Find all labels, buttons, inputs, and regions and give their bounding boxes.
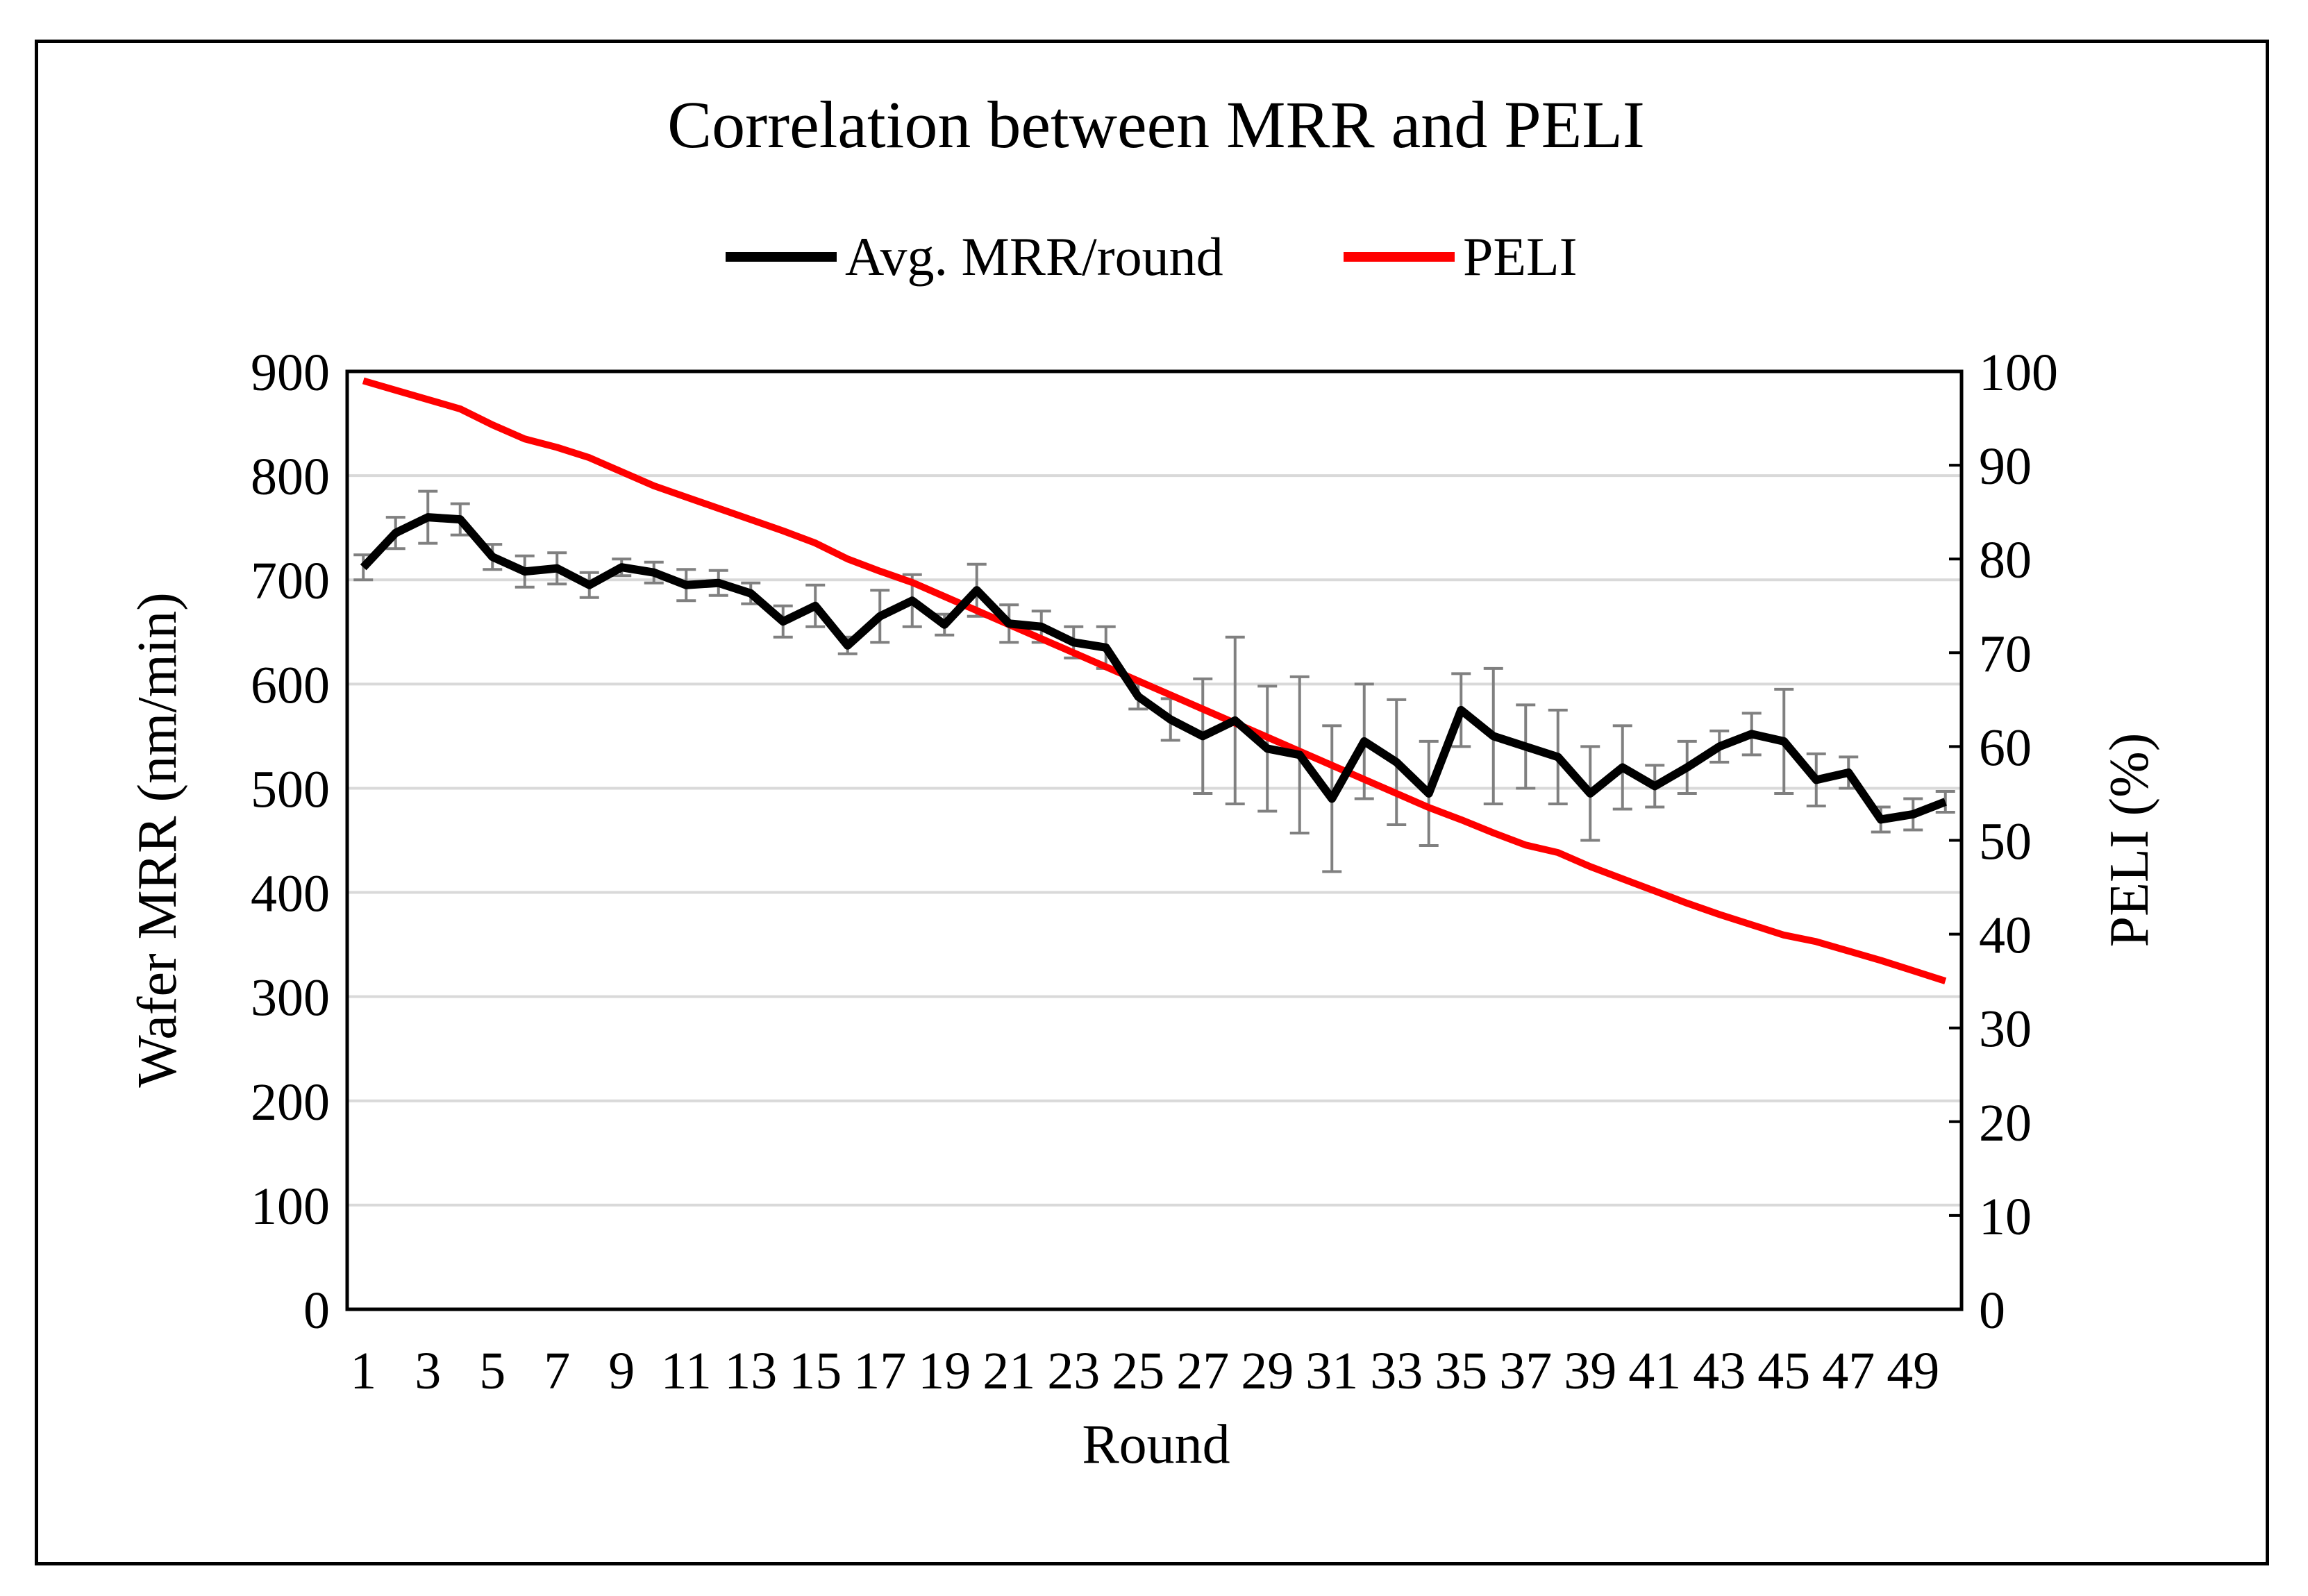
x-tick-label: 5 (479, 1342, 505, 1400)
right-tick-label: 90 (1979, 437, 2032, 496)
x-tick-label: 39 (1564, 1342, 1616, 1400)
left-tick-label: 700 (251, 552, 330, 610)
left-tick-label: 500 (251, 760, 330, 818)
x-tick-label: 45 (1757, 1342, 1810, 1400)
right-tick-label: 0 (1979, 1282, 2005, 1340)
x-tick-label: 43 (1693, 1342, 1746, 1400)
chart: Correlation between MRR and PELI Avg. MR… (127, 87, 2160, 1475)
left-tick-label: 200 (251, 1073, 330, 1132)
error-bars (353, 489, 1955, 873)
x-tick-label: 15 (789, 1342, 842, 1400)
x-tick-label: 49 (1887, 1342, 1939, 1400)
plot-area-border (345, 369, 1964, 1311)
left-tick-label: 600 (251, 656, 330, 714)
x-tick-label: 29 (1241, 1342, 1294, 1400)
x-tick-label: 21 (982, 1342, 1035, 1400)
left-tick-label: 800 (251, 448, 330, 506)
chart-frame: Correlation between MRR and PELI Avg. MR… (35, 40, 2269, 1565)
left-tick-label: 0 (303, 1282, 330, 1340)
x-tick-label: 11 (661, 1342, 712, 1400)
x-tick-label: 13 (724, 1342, 777, 1400)
right-tick-label: 50 (1979, 813, 2032, 871)
right-tick-label: 80 (1979, 531, 2032, 589)
peli-line (362, 377, 1947, 984)
gridlines (347, 370, 1962, 1207)
left-tick-label: 900 (251, 344, 330, 402)
mrr-line (360, 513, 1947, 824)
series-lines (360, 377, 1947, 984)
legend-label-mrr: Avg. MRR/round (845, 226, 1223, 287)
right-tick-label: 10 (1979, 1188, 2032, 1246)
right-tick-label: 20 (1979, 1094, 2032, 1152)
x-tick-label: 37 (1499, 1342, 1552, 1400)
x-tick-label: 19 (918, 1342, 971, 1400)
x-tick-label: 31 (1305, 1342, 1358, 1400)
x-axis-label: Round (1082, 1414, 1230, 1475)
y-axis-label: Wafer MRR (nm/min) (127, 592, 188, 1087)
x-tick-label: 33 (1370, 1342, 1423, 1400)
x-tick-label: 25 (1112, 1342, 1164, 1400)
x-tick-label: 47 (1822, 1342, 1875, 1400)
right-tick-label: 40 (1979, 907, 2032, 965)
x-tick-label: 3 (415, 1342, 441, 1400)
right-tick-label: 60 (1979, 719, 2032, 777)
right-tick-label: 70 (1979, 625, 2032, 683)
right-tick-label: 100 (1979, 344, 2058, 402)
legend-label-peli: PELI (1463, 226, 1578, 287)
x-tick-label: 9 (608, 1342, 635, 1400)
x-tick-label: 1 (350, 1342, 376, 1400)
x-tick-label: 17 (853, 1342, 906, 1400)
left-tick-label: 100 (251, 1177, 330, 1236)
left-tick-label: 300 (251, 969, 330, 1027)
x-tick-label: 35 (1435, 1342, 1487, 1400)
left-tick-label: 400 (251, 865, 330, 923)
legend: Avg. MRR/round PELI (726, 226, 1578, 287)
x-tick-label: 7 (544, 1342, 570, 1400)
y2-axis-label: PELI (%) (2099, 733, 2160, 948)
x-tick-label: 41 (1628, 1342, 1681, 1400)
x-axis-ticks: 1 3 5 7 9 11 13 15 17 19 21 23 25 27 29 31 33 35 37 39 41 43 4… (350, 1342, 1939, 1400)
right-tick-label: 30 (1979, 1000, 2032, 1059)
right-axis-ticks: 0 10 20 30 40 50 60 70 80 90 100 (1949, 344, 2058, 1340)
chart-title: Correlation between MRR and PELI (667, 87, 1645, 162)
x-tick-label: 27 (1176, 1342, 1229, 1400)
x-tick-label: 23 (1047, 1342, 1100, 1400)
left-axis-ticks: 0 100 200 300 400 500 600 700 800 900 (251, 344, 330, 1340)
